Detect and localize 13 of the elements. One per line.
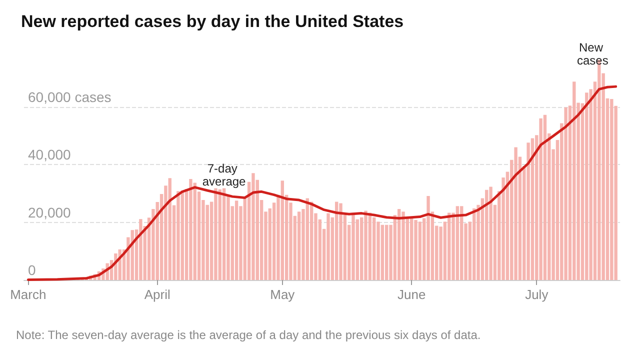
x-tick-label: May xyxy=(270,287,296,302)
text: Note: The seven-day average is the average of a day and the previous six days of data. xyxy=(16,328,481,342)
x-tick-label: June xyxy=(398,287,426,302)
x-tick-label: July xyxy=(525,287,549,302)
annotation: New cases xyxy=(576,40,608,68)
y-tick-label: 20,000 xyxy=(28,204,72,220)
y-tick-label: 60,000 cases xyxy=(28,88,112,105)
x-tick-label: March xyxy=(10,287,46,302)
chart-title: New reported cases by day in the United States xyxy=(21,12,404,31)
x-tick-label: April xyxy=(144,287,170,302)
y-tick-label: 0 xyxy=(28,262,36,278)
y-tick-label: 40,000 xyxy=(28,146,72,163)
annotation: 7-day average xyxy=(202,161,246,188)
